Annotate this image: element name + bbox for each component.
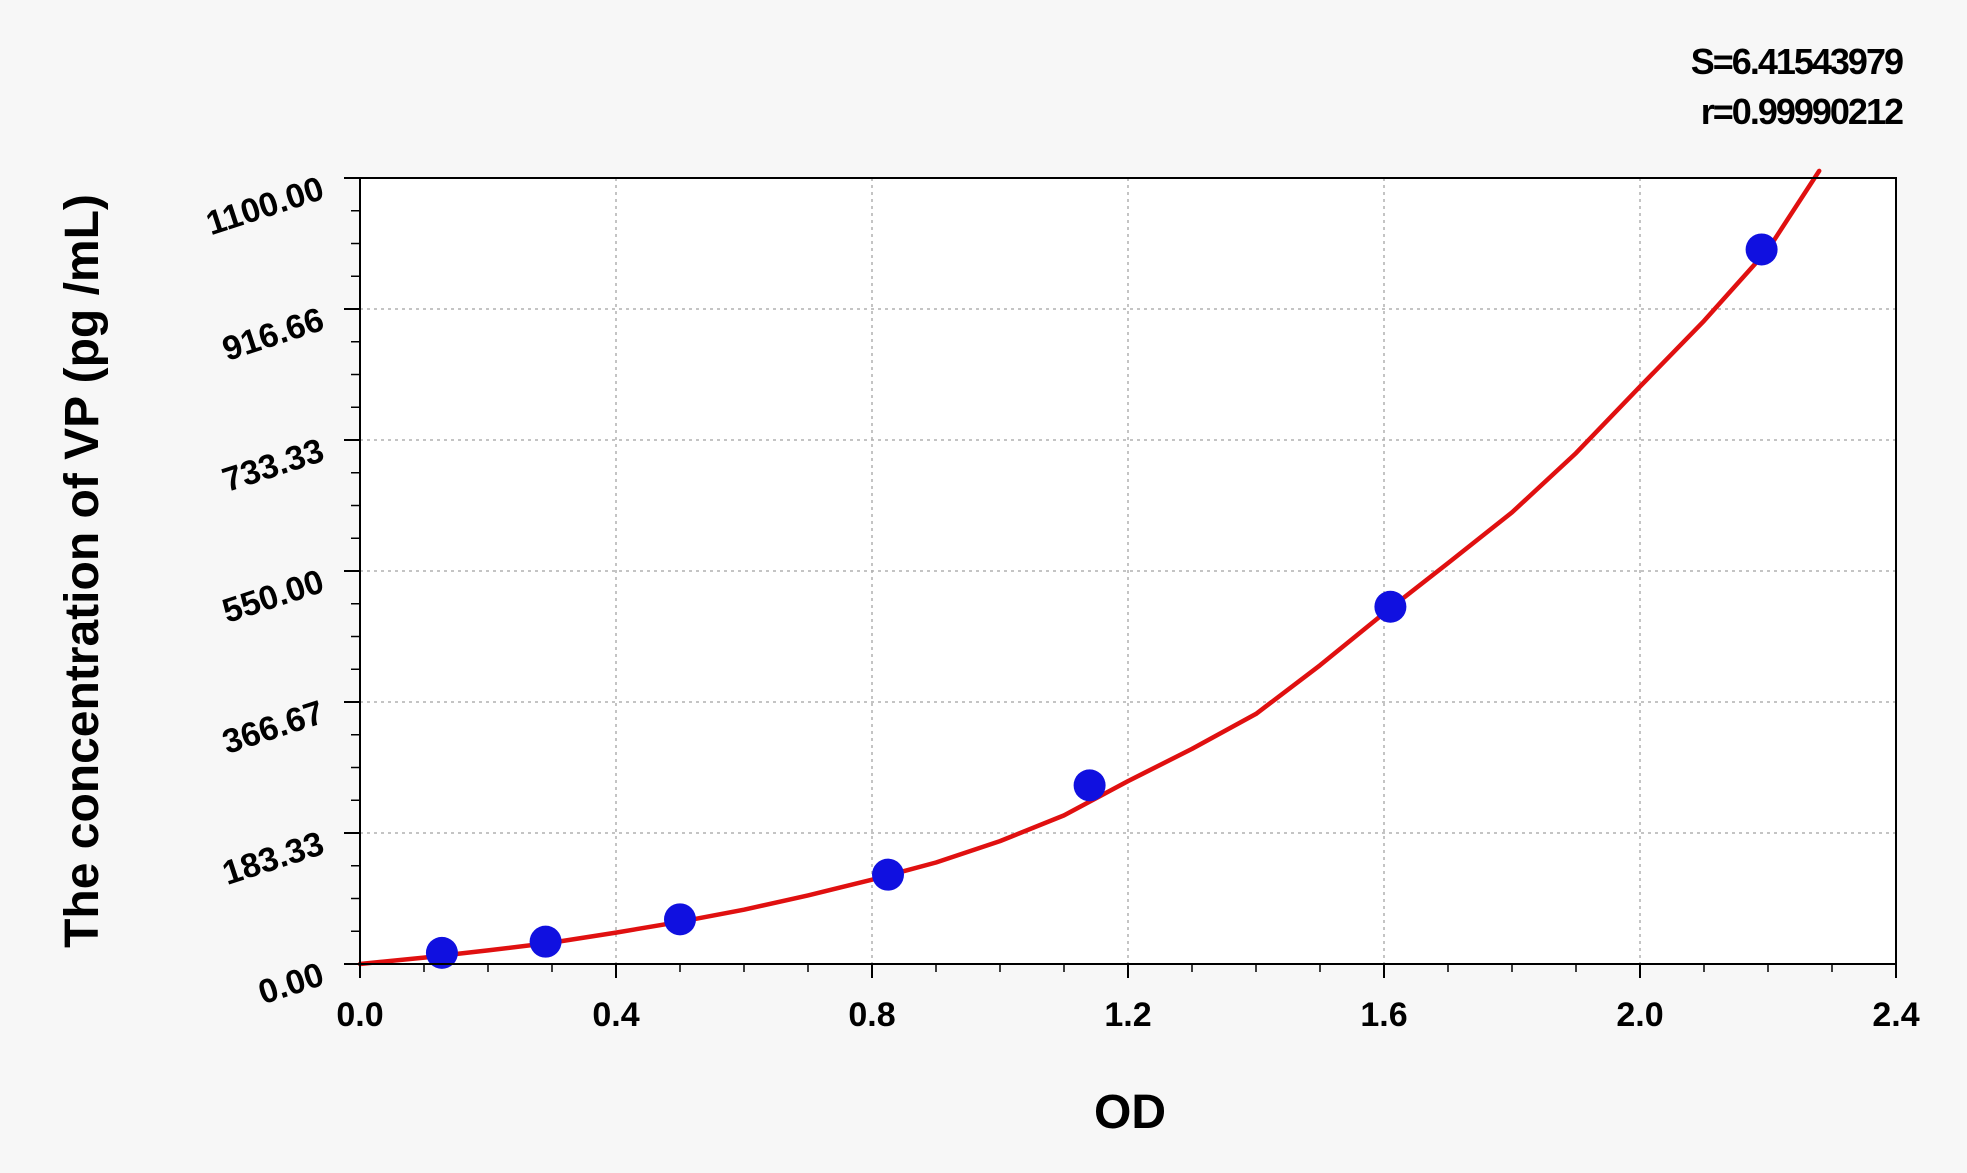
x-tick-label: 1.2 — [1104, 996, 1151, 1034]
x-tick-label: 2.4 — [1872, 996, 1919, 1034]
y-tick-label: 366.67 — [218, 693, 329, 761]
data-point — [1073, 769, 1106, 802]
x-tick-label: 0.0 — [336, 996, 383, 1034]
y-tick-label: 916.66 — [218, 300, 329, 368]
data-point — [1745, 233, 1778, 266]
data-point — [872, 858, 904, 891]
x-axis-ticks: 0.0 0.4 0.8 1.2 1.6 2.0 2.4 — [336, 964, 1920, 1034]
y-tick-label: 0.00 — [254, 955, 329, 1012]
data-point — [425, 936, 458, 969]
y-axis-ticks: 0.00 183.33 366.67 550.00 733.33 916.66 1100.0… — [202, 169, 360, 1012]
x-axis-title: OD — [1094, 1086, 1166, 1139]
y-tick-label: 733.33 — [218, 431, 329, 499]
data-point — [529, 925, 562, 958]
stat-s: S=6.41543979 — [1691, 41, 1903, 82]
grid-lines — [360, 178, 1896, 964]
y-axis-title: The concentration of VP (pg /mL) — [56, 194, 109, 948]
y-tick-label: 183.33 — [218, 824, 329, 892]
data-point — [664, 903, 696, 936]
x-tick-label: 0.8 — [848, 996, 895, 1034]
x-tick-label: 1.6 — [1360, 996, 1407, 1034]
y-tick-label: 1100.00 — [202, 169, 329, 243]
data-point — [1374, 590, 1407, 623]
x-tick-label: 2.0 — [1616, 996, 1663, 1034]
stat-r: r=0.99990212 — [1701, 91, 1903, 132]
x-tick-label: 0.4 — [592, 996, 639, 1034]
y-tick-label: 550.00 — [218, 562, 329, 630]
data-points-layer — [425, 233, 1778, 969]
